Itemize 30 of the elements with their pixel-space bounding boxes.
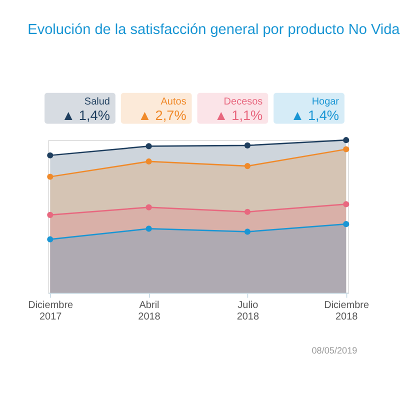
text: ▲ 1,1%: [214, 108, 263, 124]
point: [244, 228, 251, 235]
point: [47, 174, 54, 180]
point: [146, 226, 152, 232]
point: [146, 204, 152, 210]
text: 08/05/2019: [312, 346, 358, 356]
point: [244, 163, 251, 170]
text: ▲ 1,4%: [290, 108, 340, 124]
x-tick-label: Diciembre 2017: [28, 300, 74, 323]
point: [146, 143, 152, 150]
point: [343, 137, 350, 144]
text: Hogar: [312, 96, 340, 108]
chart-title: Evolución de la satisfacción general por producto No Vida: [28, 22, 401, 38]
text: Decesos: [224, 96, 263, 108]
x-tick-label: Diciembre 2018: [324, 300, 370, 323]
text: ▲ 1,4%: [62, 108, 110, 124]
point: [47, 236, 54, 242]
point: [47, 212, 54, 218]
point: [47, 152, 54, 158]
point: [244, 142, 251, 148]
x-tick-label: Julio 2018: [236, 300, 260, 323]
point: [343, 221, 350, 228]
x-tick-label: Abril 2018: [138, 300, 161, 323]
point: [343, 146, 350, 152]
point: [146, 158, 152, 165]
text: ▲ 2,7%: [138, 108, 186, 124]
point: [244, 208, 251, 215]
point: [343, 201, 350, 208]
text: Salud: [84, 96, 110, 108]
text: Autos: [160, 96, 186, 108]
